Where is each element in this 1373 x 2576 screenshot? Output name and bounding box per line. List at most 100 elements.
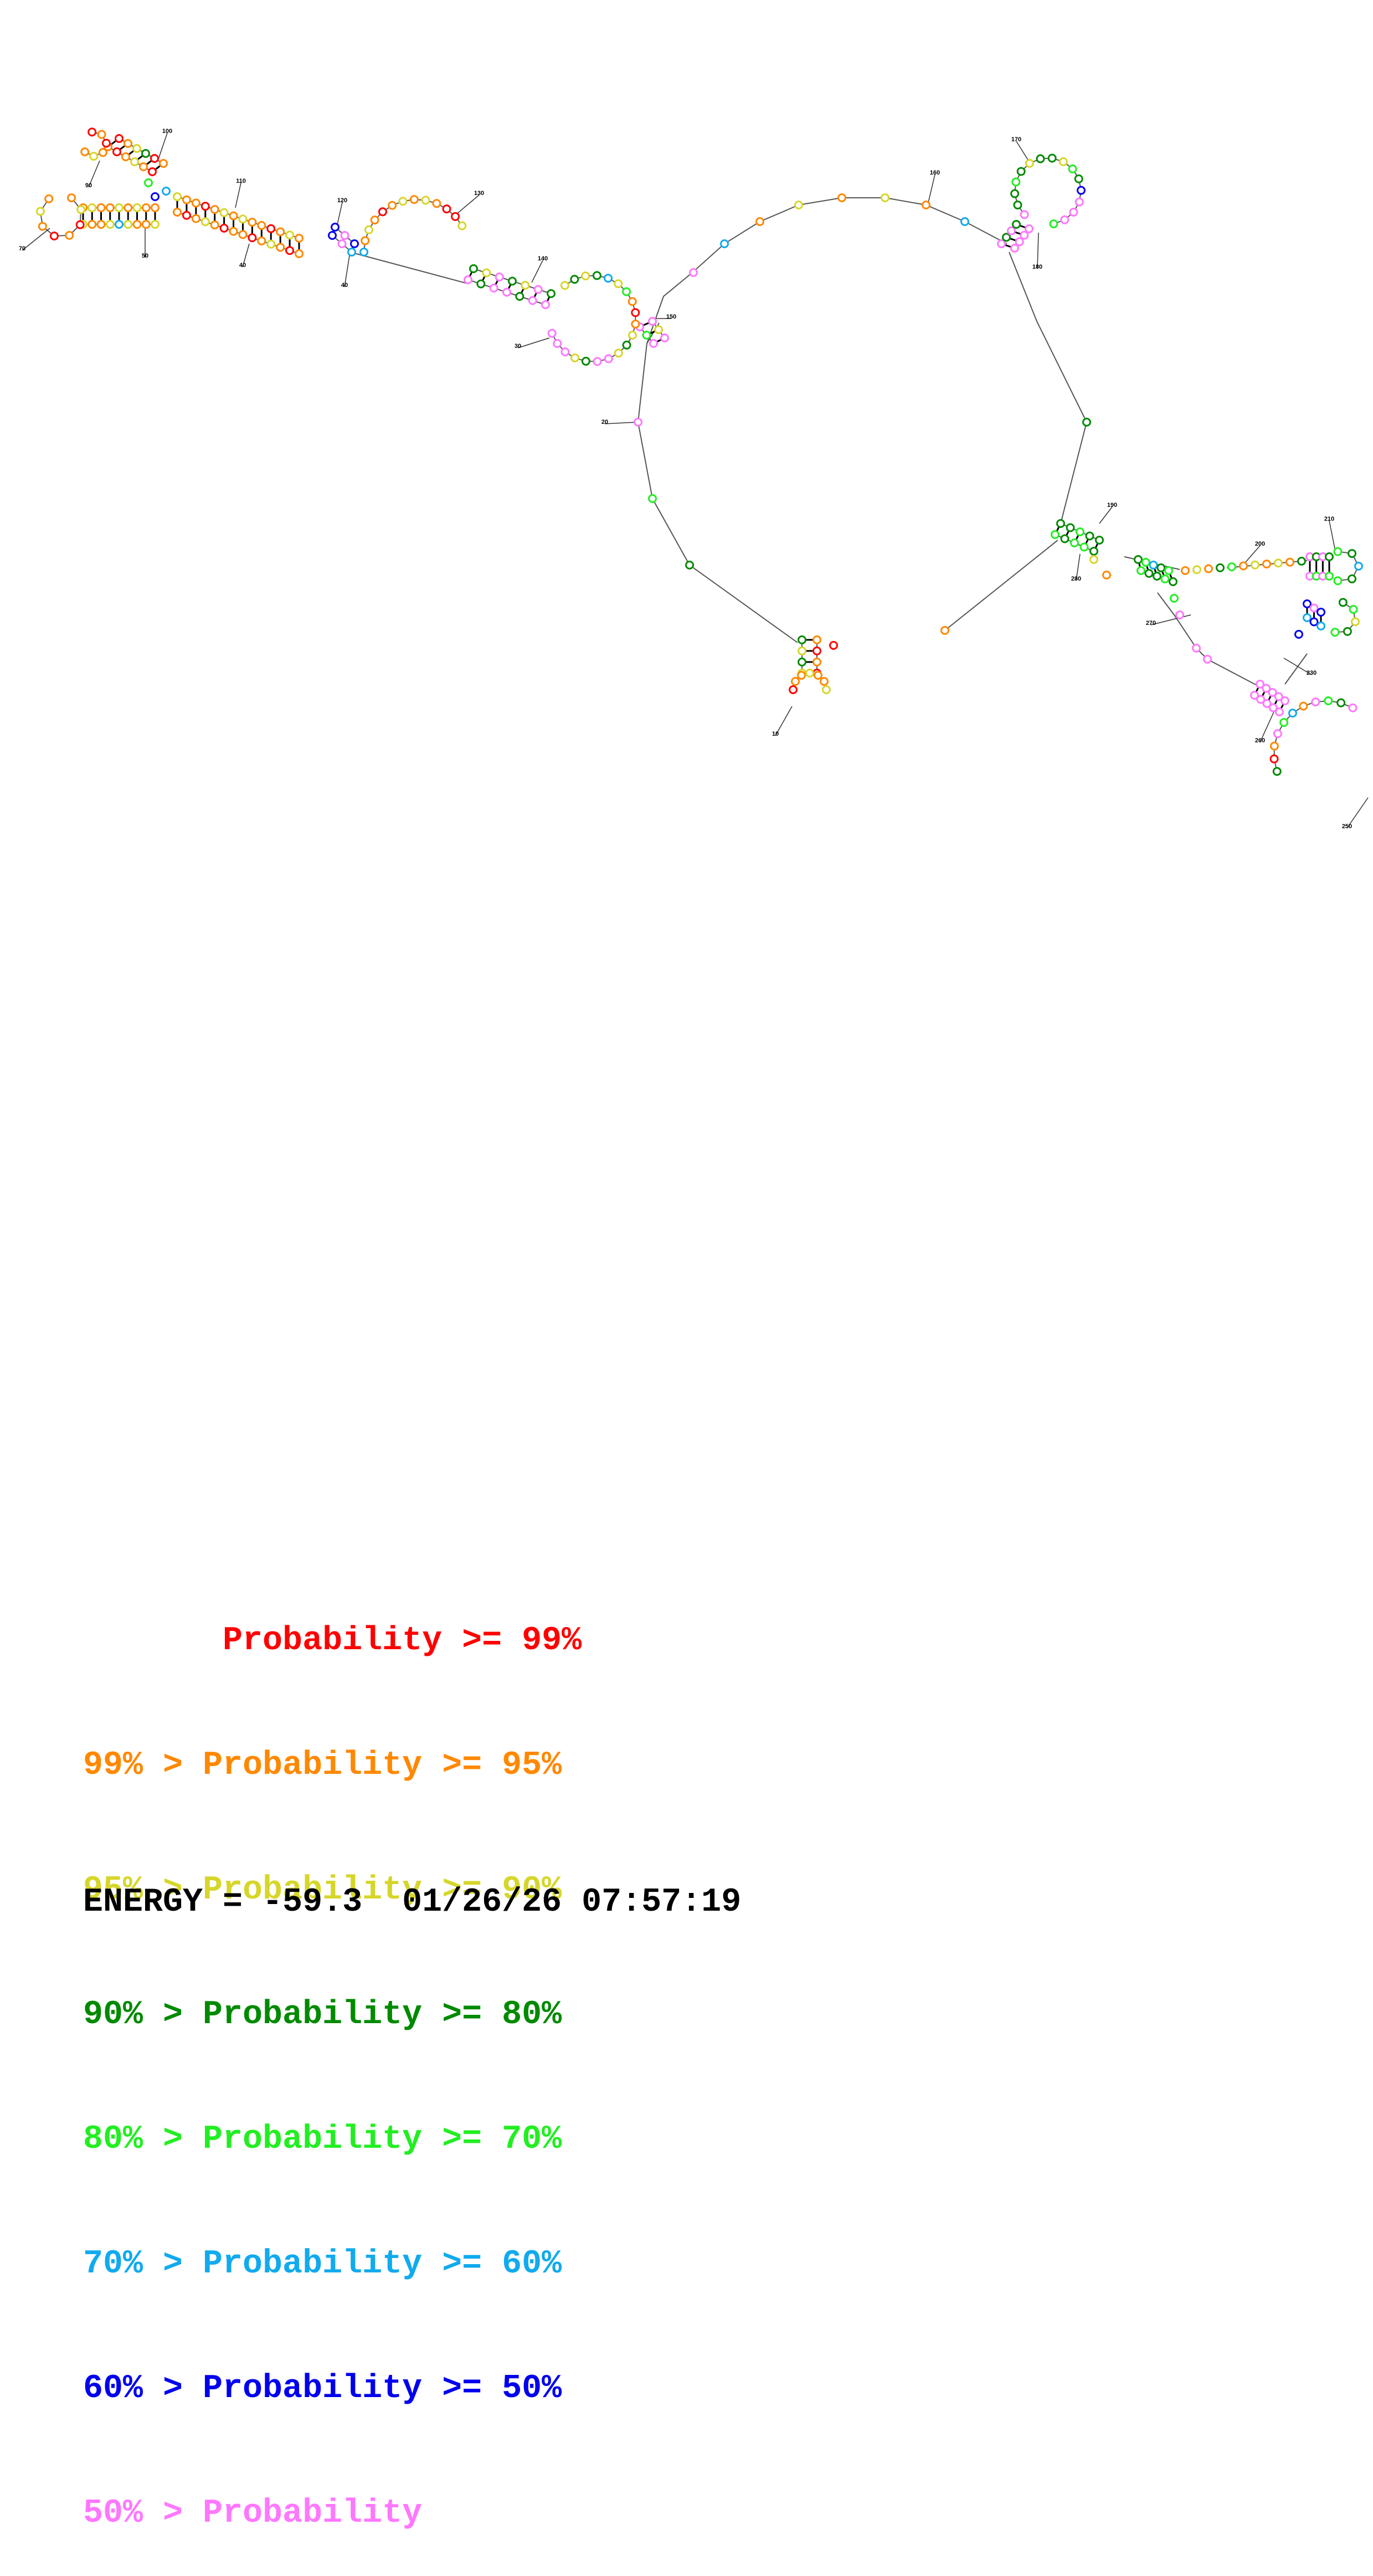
- nucleotide-102: [257, 220, 266, 230]
- nucleotide-200: [1079, 542, 1089, 552]
- nucleotide-17: [1170, 594, 1179, 603]
- nucleotide-86: [457, 221, 467, 230]
- nucleotide-49: [631, 320, 640, 329]
- nucleotide-56: [570, 353, 580, 363]
- nucleotide-57: [560, 347, 570, 357]
- nucleotide-90: [331, 223, 340, 232]
- nucleotide-63: [502, 288, 511, 297]
- nucleotide-40: [560, 281, 569, 290]
- nucleotide-242: [1309, 617, 1319, 627]
- nucleotide-87: [328, 231, 337, 240]
- nucleotide-81: [409, 195, 419, 204]
- nucleotide-96: [200, 202, 210, 211]
- nucleotide-261: [1269, 754, 1279, 763]
- nucleotide-168: [997, 239, 1006, 248]
- nucleotide-248: [1330, 628, 1340, 637]
- nucleotide-183: [1047, 153, 1057, 163]
- nucleotide-93: [173, 192, 182, 201]
- nucleotide-65: [528, 296, 537, 305]
- nucleotide-10: [922, 201, 930, 209]
- nucleotide-70: [508, 276, 517, 286]
- nucleotide-250: [1256, 680, 1264, 689]
- backbone: [22, 131, 1369, 829]
- nucleotide-32: [822, 685, 831, 694]
- nucleotide-124: [105, 203, 115, 212]
- index-label-9: 110: [236, 178, 246, 184]
- index-label-3: 40: [341, 282, 348, 289]
- rna-structure-diagram: 10 20 30 150 140 130 40 120 40 110 70 50 90 100 170 180…: [19, 127, 1369, 830]
- nucleotide-162: [98, 148, 107, 157]
- nucleotide-244: [1338, 598, 1348, 607]
- nucleotide-267: [1311, 697, 1320, 707]
- index-label-5: 50: [142, 253, 148, 259]
- nucleotide-73: [547, 289, 556, 298]
- nucleotide-158: [159, 159, 168, 168]
- nucleotide-249: [1294, 630, 1303, 639]
- nucleotide-221: [1262, 560, 1271, 569]
- nucleotide-48: [631, 308, 640, 317]
- nucleotide-146: [44, 194, 54, 203]
- index-label-22: 260: [1255, 737, 1265, 744]
- legend-line-3: 95% > Probability >= 90%: [83, 1871, 562, 1909]
- index-label-16: 180: [1032, 264, 1042, 270]
- nucleotide-122: [88, 203, 97, 212]
- nucleotide-269: [1336, 698, 1346, 707]
- index-label-7: 90: [85, 182, 92, 189]
- nucleotide-259: [1275, 707, 1284, 716]
- nucleotide-77: [370, 215, 379, 225]
- nucleotide-50: [628, 331, 637, 340]
- nucleotide-198: [1060, 534, 1069, 543]
- nucleotide-18: [798, 635, 806, 644]
- nucleotide-11: [960, 217, 969, 226]
- nucleotide-243: [1317, 622, 1325, 630]
- index-label-12: 140: [538, 255, 548, 262]
- nucleotide-228: [1325, 552, 1334, 561]
- nucleotide-160: [97, 130, 106, 139]
- nucleotide-214: [1181, 566, 1190, 575]
- nucleotide-36: [649, 339, 658, 348]
- nucleotide-82: [421, 196, 430, 205]
- nucleotide-199: [1070, 538, 1079, 547]
- index-label-2: 30: [515, 343, 521, 350]
- index-label-18: 200: [1255, 541, 1265, 547]
- nucleotide-172: [1010, 244, 1019, 253]
- legend-line-5: 80% > Probability >= 70%: [83, 2121, 562, 2158]
- nucleotide-115: [248, 233, 257, 243]
- nucleotide-53: [604, 354, 613, 363]
- nucleotide-255: [1250, 691, 1259, 700]
- nucleotide-210: [1144, 569, 1154, 578]
- nucleotide-236: [1348, 574, 1357, 583]
- nucleotide-28: [797, 671, 806, 680]
- nucleotide-99: [229, 211, 238, 220]
- nucleotide-59: [547, 329, 557, 338]
- nucleotide-216: [1204, 564, 1213, 573]
- nucleotide-24: [813, 658, 821, 666]
- nucleotide-257: [1262, 699, 1272, 708]
- nucleotide-64: [515, 292, 524, 301]
- nucleotide-12: [1082, 418, 1091, 427]
- nucleotide-237: [1333, 576, 1343, 586]
- nucleotide-1: [685, 561, 694, 569]
- nucleotide-265: [1288, 709, 1297, 718]
- nucleotide-8: [837, 193, 846, 202]
- nucleotide-20: [798, 658, 806, 666]
- nucleotide-207: [1156, 563, 1166, 572]
- index-label-1: 20: [601, 419, 608, 425]
- nucleotide-41: [570, 275, 579, 284]
- nucleotide-232: [1325, 572, 1334, 581]
- nucleotide-151: [139, 162, 148, 171]
- nucleotide-155: [132, 144, 141, 153]
- nucleotide-174: [1020, 230, 1029, 240]
- nucleotide-78: [378, 207, 387, 217]
- nucleotide-6: [755, 217, 764, 226]
- index-label-15: 170: [1011, 136, 1021, 143]
- nucleotide-91: [340, 231, 349, 240]
- nucleotide-38: [654, 325, 663, 334]
- nucleotide-69: [495, 273, 504, 281]
- nucleotide-235: [1354, 562, 1363, 571]
- nucleotide-83: [432, 199, 441, 208]
- nucleotide-26: [789, 685, 798, 694]
- nucleotide-13: [940, 626, 949, 635]
- nucleotide-211: [1153, 572, 1161, 581]
- nucleotide-137: [141, 220, 151, 229]
